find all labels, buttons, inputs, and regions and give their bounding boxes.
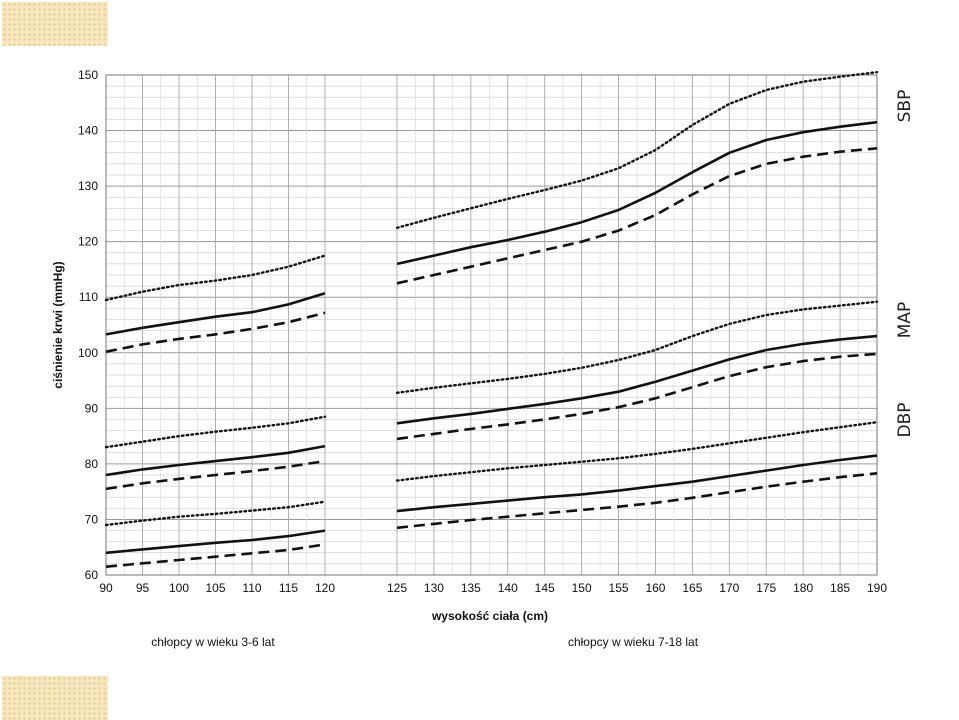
group-label-sbp: SBP [895,90,915,123]
x-tick-label: 90 [99,581,113,595]
series-line-map-solid [105,444,326,477]
series-lines [104,70,879,568]
x-tick-label: 140 [498,581,518,595]
series-line-sbp-solid [105,292,326,336]
x-tick-label: 145 [535,581,555,595]
y-tick-label: 140 [78,124,98,138]
series-line-dbp-solid [105,529,326,555]
series-line-sbp-solid [396,120,878,266]
y-tick-label: 130 [78,179,98,193]
y-tick-label: 80 [85,457,99,471]
y-axis-title: ciśnienie krwi (mmHg) [51,261,65,388]
series-line-map-solid [396,334,878,425]
x-tick-label: 105 [205,581,225,595]
labels: chłopcy w wieku 3-6 lat chłopcy w wieku 7… [51,90,915,649]
series-line-map-dotted [395,300,879,394]
y-tick-label: 70 [85,512,99,526]
y-tick-label: 60 [85,568,99,582]
series-line-map-dashed [396,352,878,441]
group-label-dbp: DBP [895,402,915,437]
y-tick-label: 110 [79,290,98,304]
x-tick-label: 175 [756,581,776,595]
x-tick-label: 165 [682,581,702,595]
x-tick-label: 110 [242,581,261,595]
y-tick-label: 120 [78,235,98,249]
x-tick-label: 130 [424,581,444,595]
x-tick-label: 185 [830,581,850,595]
x-tick-label: 190 [867,581,887,595]
decorative-corner-top [2,2,108,46]
grid [105,74,878,576]
plot-area [106,75,877,575]
x-tick-label: 125 [387,581,407,595]
series-line-map-dashed [105,459,326,491]
panel-label: chłopcy w wieku 7-18 lat [568,635,699,649]
y-tick-label: 90 [85,401,99,415]
series-line-map-dotted [104,415,327,449]
axes: 60 70 80 90 100 110 120 130 140 150 90 95 100 105 110 1… [78,68,887,595]
series-line-dbp-solid [396,454,878,513]
x-tick-label: 170 [719,581,739,595]
x-tick-label: 155 [609,581,629,595]
x-axis-title: wysokość ciała (cm) [431,609,548,623]
series-line-dbp-dotted [395,421,879,482]
x-tick-label: 100 [169,581,189,595]
x-tick-label: 160 [645,581,665,595]
panel-label: chłopcy w wieku 3-6 lat [151,635,275,649]
series-line-sbp-dotted [395,70,879,230]
series-line-sbp-dotted [104,254,327,302]
x-tick-label: 150 [572,581,592,595]
y-tick-label: 100 [78,346,98,360]
series-line-dbp-dashed [105,543,326,568]
x-tick-label: 120 [315,581,335,595]
x-tick-label: 95 [136,581,150,595]
decorative-corner-bottom [2,676,108,720]
series-line-dbp-dashed [396,472,878,530]
x-tick-label: 135 [461,581,481,595]
series-line-sbp-dashed [396,147,878,285]
x-tick-label: 115 [279,581,298,595]
y-tick-label: 150 [78,68,98,82]
series-line-dbp-dotted [104,500,327,527]
x-tick-label: 180 [793,581,813,595]
plot-border [105,74,878,576]
series-line-sbp-dashed [105,311,326,353]
group-label-map: MAP [895,302,915,339]
